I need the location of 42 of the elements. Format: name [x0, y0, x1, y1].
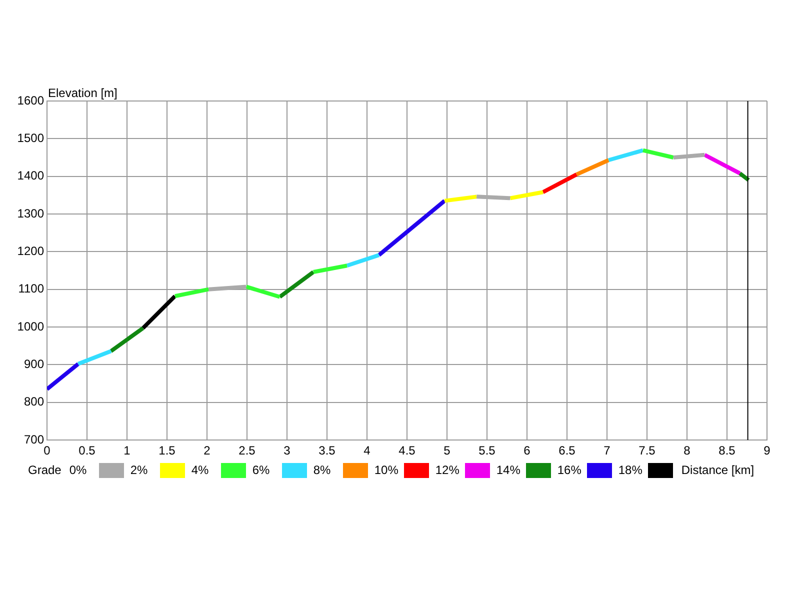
- x-tick-label: 7: [604, 444, 611, 458]
- x-tick-label: 4: [364, 444, 371, 458]
- x-axis-title: Distance [km]: [681, 462, 754, 478]
- y-tick-label: 1500: [17, 130, 44, 145]
- x-tick-label: 8.5: [718, 444, 736, 458]
- y-tick-label: 1100: [18, 282, 44, 296]
- x-tick-label: 3.5: [318, 444, 336, 458]
- x-tick-label: 9: [764, 444, 771, 458]
- x-tick-label: 7.5: [638, 444, 656, 458]
- x-tick-label: 8: [684, 444, 691, 458]
- x-tick-label: 6.5: [558, 444, 576, 458]
- legend-label: 6%: [252, 462, 271, 478]
- x-tick-label: 5.5: [478, 444, 496, 458]
- legend-label: 4%: [191, 462, 210, 478]
- legend-label: 10%: [374, 462, 400, 478]
- x-tick-label: 0.5: [78, 444, 96, 458]
- y-tick-label: 1400: [17, 168, 44, 183]
- legend-label: 2%: [130, 462, 149, 478]
- x-tick-label: 6: [524, 444, 531, 458]
- x-tick-label: 2.5: [238, 444, 256, 458]
- legend-label: 18%: [618, 462, 644, 478]
- y-axis-title: Elevation [m]: [48, 86, 118, 100]
- x-tick-label: 2: [204, 444, 211, 458]
- y-tick-label: 700: [24, 432, 44, 446]
- y-tick-label: 900: [24, 356, 44, 371]
- x-tick-label: 5: [444, 444, 451, 458]
- y-tick-label: 800: [24, 394, 44, 409]
- y-tick-label: 1200: [17, 244, 44, 258]
- x-tick-label: 3: [284, 444, 291, 458]
- y-tick-label: 1300: [17, 206, 44, 220]
- x-tick-label: 0: [44, 444, 51, 458]
- x-tick-label: 1.5: [158, 444, 176, 458]
- legend-label: 14%: [496, 462, 522, 478]
- legend-label: 16%: [557, 462, 582, 478]
- y-tick-label: 1000: [17, 319, 44, 334]
- legend-label: 12%: [435, 462, 460, 478]
- x-tick-label: 1: [124, 444, 131, 458]
- x-tick-label: 4.5: [398, 444, 416, 458]
- legend-label: 8%: [313, 462, 332, 478]
- legend-label: 0%: [69, 462, 88, 478]
- legend-title: Grade: [28, 462, 62, 478]
- y-tick-label: 1600: [17, 93, 44, 108]
